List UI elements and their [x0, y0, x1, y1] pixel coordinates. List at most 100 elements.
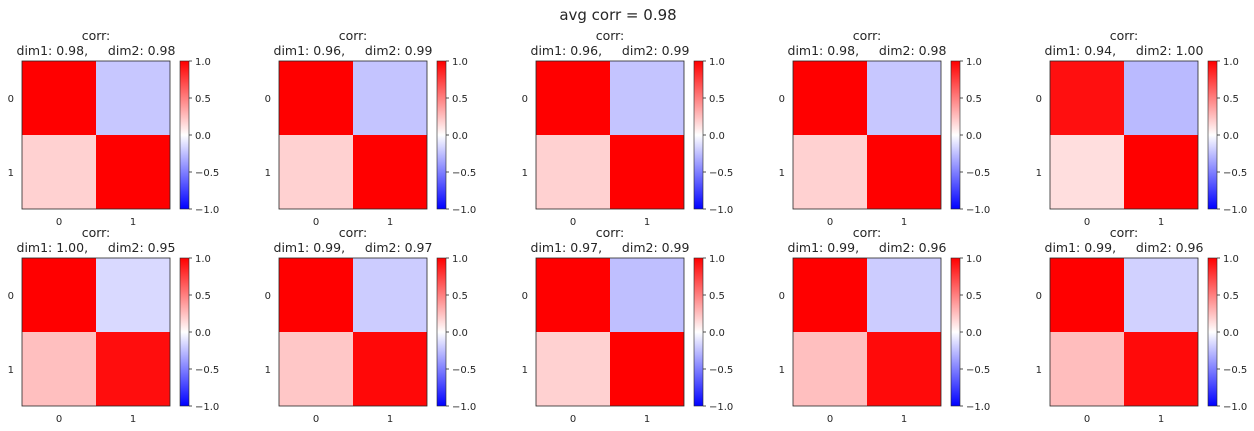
- heatmap-cell-r1-c0: [793, 332, 867, 406]
- heatmap-cell-r0-c1: [610, 61, 684, 135]
- heatmap-panel: corr:dim1: 1.00, dim2: 0.95 0 1 0 1 1.0 0.5 0.0…: [8, 225, 220, 425]
- colorbar-tick-label: −0.5: [195, 168, 219, 179]
- y-tick-label: 1: [779, 168, 785, 179]
- heatmap-cell-r1-c1: [353, 135, 427, 209]
- colorbar-tick-label: 0.0: [452, 131, 468, 142]
- heatmap-frame: [21, 257, 171, 407]
- panel-title-line2: dim1: 0.96, dim2: 0.99: [274, 43, 433, 58]
- colorbar-tick-label: 0.5: [452, 94, 468, 105]
- y-tick-label: 0: [779, 94, 785, 105]
- heatmap-cell-r1-c0: [1050, 332, 1124, 406]
- colorbar-tick-label: −1.0: [195, 402, 219, 413]
- heatmap-frame: [535, 257, 685, 407]
- heatmap-cell-r1-c0: [1050, 135, 1124, 209]
- x-tick-label: 0: [1084, 414, 1090, 425]
- heatmap-cell-r0-c0: [793, 61, 867, 135]
- colorbar-tick-label: −0.5: [966, 168, 990, 179]
- heatmap-cell-r0-c1: [867, 61, 941, 135]
- y-tick-label: 0: [8, 94, 14, 105]
- panel-title-line1: corr:: [82, 225, 111, 240]
- y-tick-label: 0: [265, 291, 271, 302]
- colorbar-tick-label: −0.5: [709, 365, 733, 376]
- x-tick-label: 0: [313, 217, 319, 228]
- heatmap-cell-r0-c1: [96, 258, 170, 332]
- panel-title-line1: corr:: [339, 28, 368, 43]
- colorbar-tick-label: 1.0: [1223, 57, 1239, 68]
- y-tick-label: 0: [522, 291, 528, 302]
- heatmap-panel: corr:dim1: 0.96, dim2: 0.99 0 1 0 1 1.0 0.5 0.0…: [522, 28, 734, 228]
- heatmap-cell-r1-c0: [793, 135, 867, 209]
- heatmap-cell-r1-c1: [1124, 135, 1198, 209]
- x-tick-label: 0: [56, 217, 62, 228]
- colorbar-tick-label: 0.5: [966, 291, 982, 302]
- colorbar-tick-label: 0.0: [195, 131, 211, 142]
- panel-title-line1: corr:: [596, 225, 625, 240]
- x-tick-label: 1: [130, 414, 136, 425]
- colorbar-tick-label: 0.0: [1223, 328, 1239, 339]
- colorbar-tick-label: 1.0: [709, 57, 725, 68]
- colorbar-tick-label: −1.0: [966, 205, 990, 216]
- heatmap-panel: corr:dim1: 0.99, dim2: 0.96 0 1 0 1 1.0 0.5 0.0…: [779, 225, 991, 425]
- y-tick-label: 1: [779, 365, 785, 376]
- heatmap-cell-r1-c0: [279, 135, 353, 209]
- colorbar-tick-label: 0.5: [195, 291, 211, 302]
- heatmap-cell-r1-c1: [867, 135, 941, 209]
- heatmap-frame: [278, 257, 428, 407]
- colorbar-tick-label: −0.5: [452, 365, 476, 376]
- heatmap-cell-r1-c1: [610, 135, 684, 209]
- panel-title-line2: dim1: 0.99, dim2: 0.96: [788, 240, 947, 255]
- y-tick-label: 0: [8, 291, 14, 302]
- y-tick-label: 1: [8, 365, 14, 376]
- heatmap-panels: corr:dim1: 0.98, dim2: 0.980 1011.00.50.0…: [8, 28, 1248, 425]
- heatmap-panel: corr:dim1: 0.98, dim2: 0.98 0 1 0 1 1.0 0.5 0.0…: [8, 28, 220, 228]
- heatmap-cell-r0-c0: [279, 258, 353, 332]
- colorbar: [436, 60, 447, 210]
- x-tick-label: 0: [827, 414, 833, 425]
- heatmap-cell-r0-c0: [536, 258, 610, 332]
- x-tick-label: 0: [827, 217, 833, 228]
- colorbar-tick-label: 0.5: [1223, 94, 1239, 105]
- heatmap-cell-r1-c1: [96, 332, 170, 406]
- heatmap-panel: corr:dim1: 0.99, dim2: 0.97 0 1 0 1 1.0 0.5 0.0…: [265, 225, 477, 425]
- heatmap-cell-r0-c1: [610, 258, 684, 332]
- colorbar-tick-label: −1.0: [709, 402, 733, 413]
- colorbar-tick-label: 0.5: [452, 291, 468, 302]
- heatmap-frame: [792, 60, 942, 210]
- colorbar-tick-label: 0.0: [709, 131, 725, 142]
- y-tick-label: 1: [265, 168, 271, 179]
- colorbar-tick-label: 1.0: [1223, 254, 1239, 265]
- heatmap-panel: corr:dim1: 0.97, dim2: 0.99 0 1 0 1 1.0 0.5 0.0…: [522, 225, 734, 425]
- colorbar-tick-label: −1.0: [709, 205, 733, 216]
- heatmap-frame: [535, 60, 685, 210]
- panel-title-line2: dim1: 0.96, dim2: 0.99: [531, 43, 690, 58]
- colorbar: [179, 257, 190, 407]
- x-tick-label: 1: [644, 414, 650, 425]
- colorbar-tick-label: −1.0: [452, 205, 476, 216]
- colorbar-tick-label: 0.0: [966, 131, 982, 142]
- panel-title-line1: corr:: [596, 28, 625, 43]
- colorbar-tick-label: −0.5: [966, 365, 990, 376]
- x-tick-label: 1: [901, 217, 907, 228]
- x-tick-label: 1: [387, 414, 393, 425]
- x-tick-label: 0: [56, 414, 62, 425]
- colorbar-tick-label: −0.5: [195, 365, 219, 376]
- panel-title-line1: corr:: [1110, 28, 1139, 43]
- colorbar-tick-label: 0.5: [709, 94, 725, 105]
- heatmap-cell-r1-c1: [1124, 332, 1198, 406]
- x-tick-label: 1: [130, 217, 136, 228]
- heatmap-cell-r0-c1: [1124, 258, 1198, 332]
- colorbar-tick-label: −1.0: [966, 402, 990, 413]
- panel-title-line1: corr:: [82, 28, 111, 43]
- y-tick-label: 1: [522, 365, 528, 376]
- colorbar-tick-label: −0.5: [1223, 365, 1247, 376]
- y-tick-label: 0: [1036, 291, 1042, 302]
- y-tick-label: 1: [1036, 168, 1042, 179]
- colorbar-tick-label: −0.5: [452, 168, 476, 179]
- heatmap-frame: [278, 60, 428, 210]
- colorbar: [693, 257, 704, 407]
- y-tick-label: 1: [522, 168, 528, 179]
- heatmap-panel: corr:dim1: 0.96, dim2: 0.99 0 1 0 1 1.0 0.5 0.0…: [265, 28, 477, 228]
- colorbar-tick-label: 0.0: [1223, 131, 1239, 142]
- colorbar-tick-label: −0.5: [709, 168, 733, 179]
